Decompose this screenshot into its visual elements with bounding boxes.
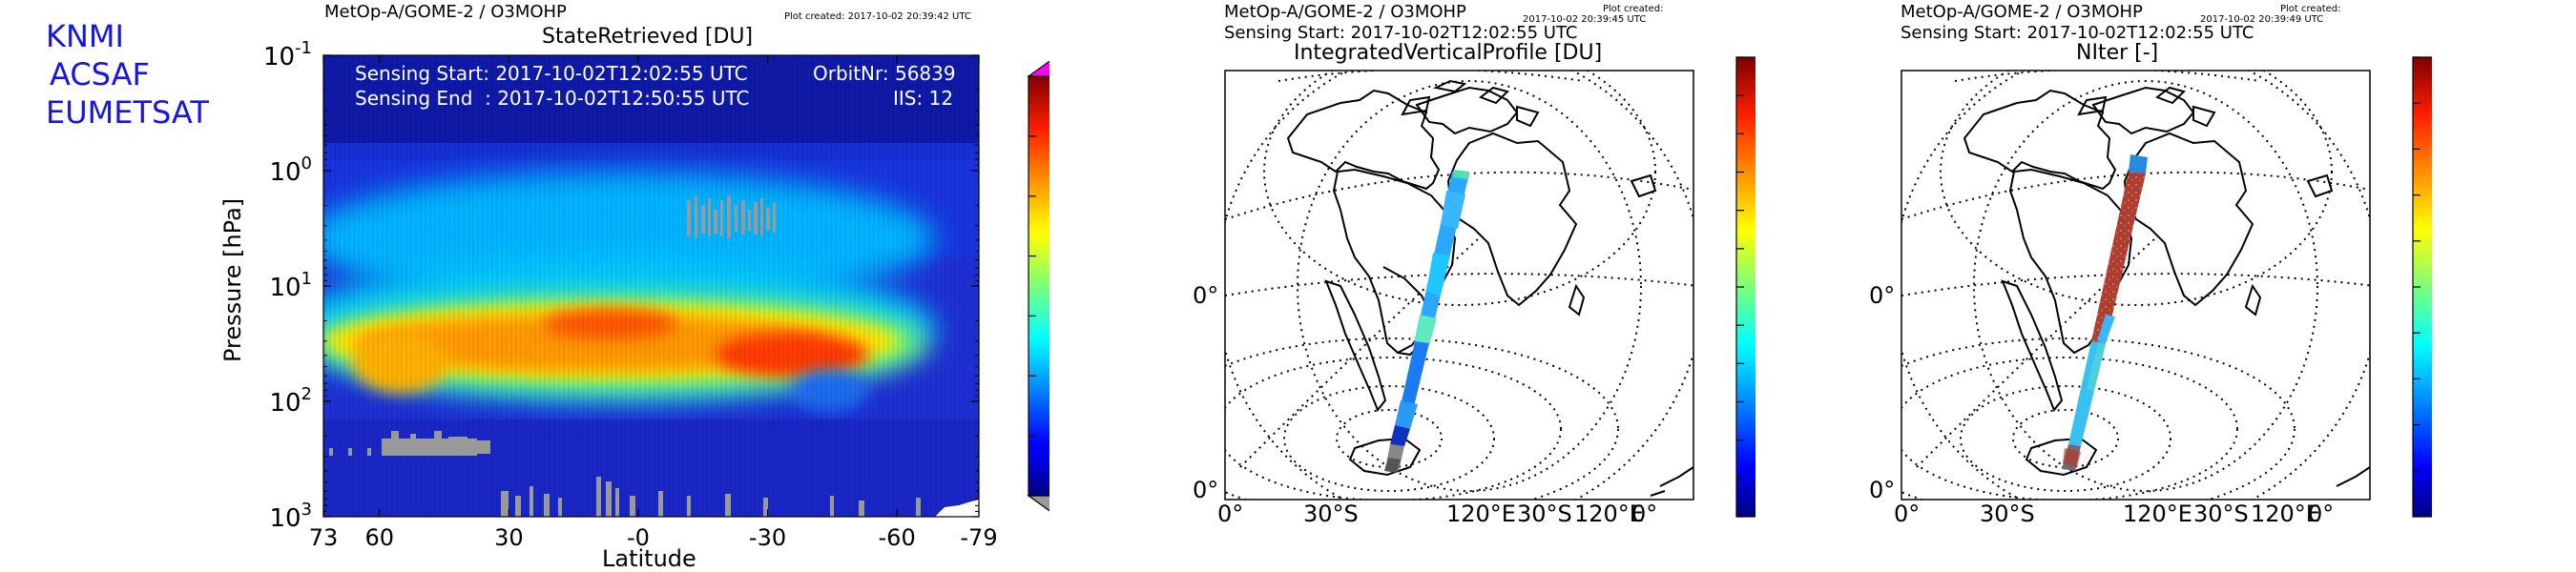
x-tick-label: 60 bbox=[364, 524, 394, 551]
map-frame bbox=[1224, 70, 1694, 500]
iis-text: IIS: 12 bbox=[893, 87, 954, 110]
map3-lat-label-lower: 0° bbox=[1869, 477, 1896, 503]
map2-lon-label: 120°E bbox=[1446, 500, 1516, 527]
map3-lon-label: 120°E bbox=[2251, 500, 2320, 527]
panel3-header: MetOp-A/GOME-2 / O3MOHP bbox=[1901, 2, 2143, 22]
graticule bbox=[1901, 71, 2370, 500]
x-tick-label: -60 bbox=[879, 524, 916, 551]
y-tick-label: 100 bbox=[269, 153, 312, 187]
panel2-plot-created-time: 2017-10-02 20:39:45 UTC bbox=[1523, 14, 1647, 25]
map3-lon-label: 0° bbox=[2308, 500, 2335, 527]
map2-lon-label: 120°E bbox=[1574, 500, 1644, 527]
colorbar-state-retrieved bbox=[1027, 60, 1049, 512]
satellite-swath bbox=[2062, 154, 2148, 471]
panel1-title: StateRetrieved [DU] bbox=[542, 25, 754, 49]
x-tick-label: -0 bbox=[627, 524, 650, 551]
panel1-header: MetOp-A/GOME-2 / O3MOHP bbox=[324, 2, 567, 22]
panel1-plot-created: Plot created: 2017-10-02 20:39:42 UTC bbox=[784, 11, 971, 22]
x-tick-label: 73 bbox=[309, 524, 339, 551]
colorbar-over-triangle bbox=[1027, 60, 1049, 77]
map-integrated-profile: 150175200225250275300325350375400425450 bbox=[1224, 56, 1755, 518]
map2-lat-label-equator: 0° bbox=[1193, 282, 1219, 309]
map-frame bbox=[1901, 70, 2371, 500]
logo-acsaf: ACSAF bbox=[50, 56, 150, 92]
panel2-plot-created-label: Plot created: bbox=[1603, 4, 1664, 14]
panel3-plot-created-time: 2017-10-02 20:39:49 UTC bbox=[2200, 14, 2324, 25]
y-axis-label: Pressure [hPa] bbox=[219, 197, 246, 362]
y-tick-label: 101 bbox=[269, 269, 312, 302]
map2-lon-label: 0° bbox=[1217, 500, 1244, 527]
y-tick-label: 102 bbox=[269, 384, 312, 418]
map2-lon-label: 0° bbox=[1631, 500, 1658, 527]
map3-lon-label: 0° bbox=[1894, 500, 1921, 527]
map2-lon-label: 30°S bbox=[1303, 500, 1359, 527]
x-tick-label: -30 bbox=[749, 524, 786, 551]
satellite-swath bbox=[1384, 170, 1469, 473]
heatmap-field bbox=[323, 55, 979, 517]
sensing-start-text: Sensing Start: 2017-10-02T12:02:55 UTC bbox=[355, 62, 748, 85]
panel2-sensing-start: Sensing Start: 2017-10-02T12:02:55 UTC bbox=[1224, 23, 1578, 43]
x-tick-label: 30 bbox=[494, 524, 524, 551]
map3-lon-label: 120°E bbox=[2123, 500, 2192, 527]
panel3-plot-created-label: Plot created: bbox=[2280, 4, 2341, 14]
map2-lon-label: 30°S bbox=[1517, 500, 1572, 527]
sensing-end-text: Sensing End : 2017-10-02T12:50:55 UTC bbox=[355, 87, 750, 110]
panel3-title: NIter [-] bbox=[2076, 41, 2159, 65]
x-tick-label: -79 bbox=[960, 524, 997, 551]
logo-knmi: KNMI bbox=[46, 18, 124, 54]
panel2-header: MetOp-A/GOME-2 / O3MOHP bbox=[1224, 2, 1466, 22]
map3-lat-label-equator: 0° bbox=[1869, 282, 1896, 309]
y-tick-label: 10-1 bbox=[263, 38, 312, 72]
orbit-number-text: OrbitNr: 56839 bbox=[813, 62, 956, 85]
x-axis-label: Latitude bbox=[602, 545, 696, 572]
logo-eumetsat: EUMETSAT bbox=[46, 94, 209, 131]
map3-lon-label: 30°S bbox=[1980, 500, 2035, 527]
y-tick-label: 103 bbox=[269, 500, 312, 533]
panel3-sensing-start: Sensing Start: 2017-10-02T12:02:55 UTC bbox=[1901, 23, 2254, 43]
map-niter: 012345678910 bbox=[1901, 56, 2432, 518]
map3-lon-label: 30°S bbox=[2193, 500, 2249, 527]
missing-data-patches bbox=[329, 195, 921, 517]
map2-lat-label-lower: 0° bbox=[1193, 477, 1219, 503]
colorbar-under-triangle bbox=[1027, 495, 1049, 512]
panel2-title: IntegratedVerticalProfile [DU] bbox=[1294, 41, 1603, 65]
